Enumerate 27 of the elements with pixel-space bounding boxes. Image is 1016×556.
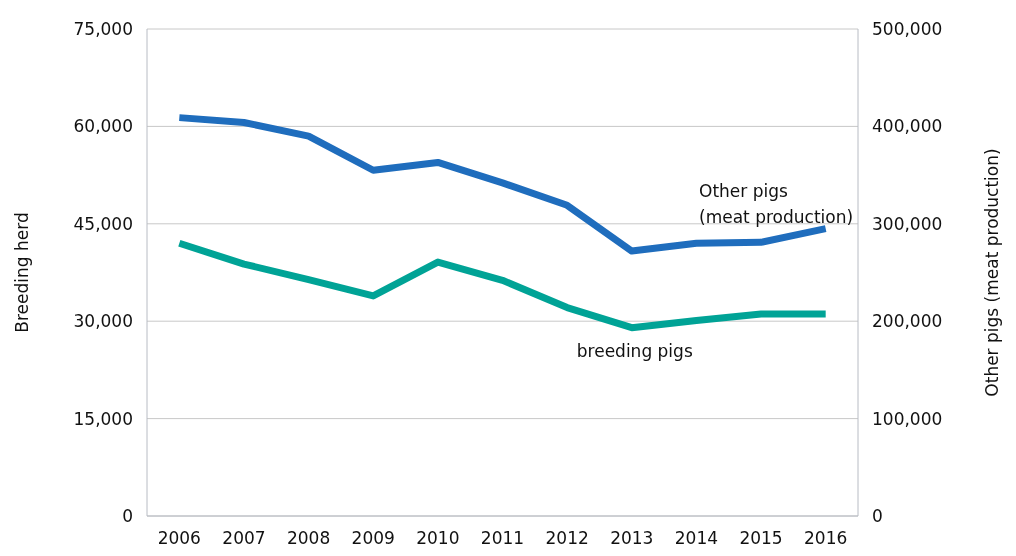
x-tick-label: 2007 — [222, 528, 266, 549]
y2-tick-label: 200,000 — [872, 311, 943, 332]
y-tick-label: 15,000 — [73, 408, 133, 429]
x-tick-label: 2015 — [739, 528, 783, 549]
x-tick-label: 2014 — [674, 528, 719, 549]
y2-tick-label: 100,000 — [872, 408, 943, 429]
series-label: Other pigs (meat production) — [699, 181, 854, 228]
y2-tick-label: 300,000 — [872, 213, 943, 234]
x-tick-label: 2012 — [545, 528, 589, 549]
y-tick-label: 75,000 — [73, 19, 133, 40]
x-tick-label: 2008 — [286, 528, 331, 549]
y2-tick-label: 400,000 — [872, 116, 943, 137]
x-tick-label: 2010 — [416, 528, 460, 549]
y-tick-label: 30,000 — [73, 311, 133, 332]
x-tick-label: 2011 — [480, 528, 525, 549]
x-tick-label: 2006 — [157, 528, 201, 549]
series-label: breeding pigs — [576, 339, 694, 363]
y2-tick-label: 0 — [872, 506, 883, 527]
y-axis-title: Breeding herd — [12, 212, 33, 333]
y-tick-label: 0 — [122, 506, 133, 527]
y-tick-label: 45,000 — [73, 213, 133, 234]
y2-tick-label: 500,000 — [872, 19, 943, 40]
x-tick-label: 2009 — [351, 528, 395, 549]
x-tick-label: 2016 — [804, 528, 848, 549]
x-tick-label: 2013 — [610, 528, 654, 549]
y-tick-label: 60,000 — [73, 116, 133, 137]
y2-axis-title: Other pigs (meat production) — [982, 148, 1003, 397]
